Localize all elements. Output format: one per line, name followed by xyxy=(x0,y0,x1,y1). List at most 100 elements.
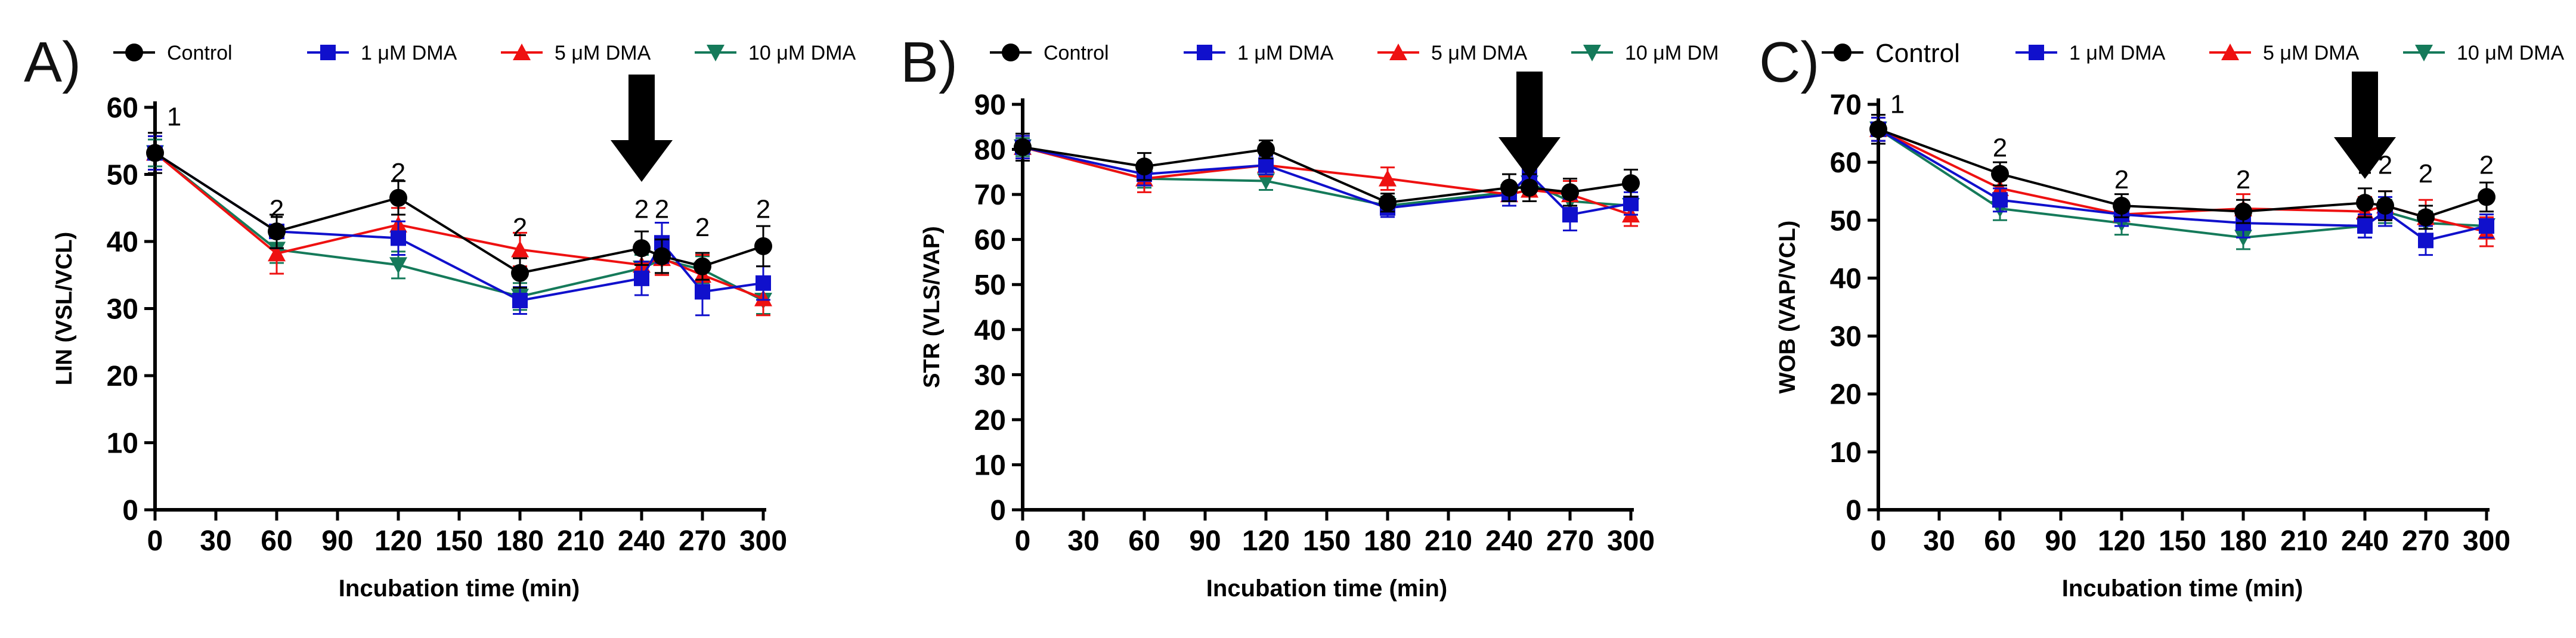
x-tick-label: 150 xyxy=(2159,525,2206,557)
data-point xyxy=(1379,169,1397,187)
significance-label: 2 xyxy=(2479,151,2494,180)
legend-item-10-um-dma: 10 μM DMA xyxy=(1571,42,1717,64)
series-5-um-dma xyxy=(1869,116,2496,247)
y-tick-label: 80 xyxy=(974,135,1006,166)
legend-marker xyxy=(1583,45,1601,61)
y-tick-label: 30 xyxy=(974,360,1006,391)
x-tick-label: 30 xyxy=(1067,525,1099,557)
y-tick-label: 20 xyxy=(107,361,138,392)
data-point xyxy=(268,244,286,262)
legend-label: 10 μM DMA xyxy=(2457,42,2564,64)
data-point xyxy=(2479,218,2494,234)
data-point xyxy=(1991,165,2009,183)
series-control xyxy=(1869,113,2496,230)
significance-label: 2 xyxy=(270,195,284,224)
significance-label: 1 xyxy=(1890,90,1905,119)
arrow-down-icon xyxy=(1498,72,1561,179)
x-tick-label: 60 xyxy=(261,525,292,557)
x-tick-label: 180 xyxy=(2219,525,2267,557)
data-point xyxy=(1869,120,1887,138)
y-tick-label: 40 xyxy=(107,227,138,258)
y-tick-label: 10 xyxy=(1830,437,1862,469)
x-tick-label: 0 xyxy=(1871,525,1887,557)
legend-label: 5 μM DMA xyxy=(555,42,651,64)
y-tick-label: 10 xyxy=(974,450,1006,481)
series-line xyxy=(1877,128,2487,242)
data-point xyxy=(693,257,711,275)
panel-c: C) 0 10 20 30 40 50 60 70 0 30 60 90 120 150 180 210 240… xyxy=(1717,0,2576,638)
series-control xyxy=(146,132,772,289)
data-point xyxy=(2356,194,2374,212)
data-point xyxy=(653,247,671,265)
series-line xyxy=(154,151,764,300)
legend: Control 1 μM DMA 5 μM DMA 10 μM DMA xyxy=(1822,39,2564,68)
x-tick-label: 60 xyxy=(1984,525,2015,557)
x-tick-label: 300 xyxy=(1607,525,1655,557)
x-tick-label: 60 xyxy=(1128,525,1160,557)
y-tick-label: 30 xyxy=(1830,321,1862,353)
series-line xyxy=(154,151,764,302)
x-tick-label: 120 xyxy=(1242,525,1290,557)
y-tick-label: 20 xyxy=(1830,379,1862,411)
y-axis-label: STR (VLS/VAP) xyxy=(919,226,945,388)
x-tick-label: 300 xyxy=(739,525,787,557)
y-tick-label: 70 xyxy=(974,179,1006,211)
significance-label: 2 xyxy=(695,213,710,242)
panel-label: C) xyxy=(1759,30,1820,94)
significance-label: 2 xyxy=(634,195,649,224)
data-point xyxy=(1135,157,1153,176)
y-tick-label: 50 xyxy=(107,160,138,191)
data-point xyxy=(512,293,528,308)
series-1-um-dma xyxy=(147,135,771,317)
data-point xyxy=(1258,157,1274,173)
x-tick-label: 180 xyxy=(496,525,544,557)
legend-label: 5 μM DMA xyxy=(2263,42,2360,64)
y-tick-label: 10 xyxy=(107,428,138,460)
legend-label: Control xyxy=(167,42,233,64)
data-point xyxy=(268,222,286,241)
data-point xyxy=(695,284,710,300)
legend-item-5-um-dma: 5 μM DMA xyxy=(501,42,651,64)
legend-marker xyxy=(2221,44,2239,60)
y-axis-label: WOB (VAP/VCL) xyxy=(1775,221,1800,394)
data-point xyxy=(391,230,406,246)
x-tick-label: 120 xyxy=(374,525,422,557)
significance-label: 2 xyxy=(513,213,527,242)
legend-marker xyxy=(707,45,724,61)
legend-label: 1 μM DMA xyxy=(361,42,457,64)
data-point xyxy=(1379,193,1397,212)
significance-label: 2 xyxy=(655,195,669,224)
series-10-um-dma xyxy=(1869,116,2496,250)
significance-label: 2 xyxy=(391,158,405,187)
legend-label: Control xyxy=(1875,39,1960,68)
data-point xyxy=(2234,202,2252,221)
x-tick-label: 210 xyxy=(1425,525,1472,557)
data-point xyxy=(2418,233,2433,249)
legend-label: 1 μM DMA xyxy=(2069,42,2166,64)
data-point xyxy=(1561,183,1579,202)
y-tick-label: 20 xyxy=(974,405,1006,436)
y-tick-label: 60 xyxy=(107,92,138,124)
series-line xyxy=(1878,128,2487,233)
data-point xyxy=(2357,218,2373,234)
x-tick-label: 300 xyxy=(2463,525,2510,557)
legend-item-control: Control xyxy=(1822,39,1960,68)
x-axis-label: Incubation time (min) xyxy=(339,575,580,602)
data-point xyxy=(389,257,407,274)
data-point xyxy=(633,239,651,258)
legend-label: 10 μM DMA xyxy=(748,42,856,64)
x-tick-label: 210 xyxy=(557,525,605,557)
legend-marker xyxy=(2415,45,2433,61)
legend-marker xyxy=(1834,44,1852,61)
significance-label: 1 xyxy=(167,102,181,131)
x-tick-label: 150 xyxy=(435,525,483,557)
x-tick-label: 30 xyxy=(1923,525,1955,557)
x-tick-label: 150 xyxy=(1303,525,1351,557)
x-tick-label: 240 xyxy=(618,525,665,557)
x-tick-label: 270 xyxy=(1546,525,1594,557)
legend-marker xyxy=(1197,45,1212,60)
data-point xyxy=(1622,174,1640,193)
data-point xyxy=(146,144,164,162)
legend: Control 1 μM DMA 5 μM DMA 10 μM DMA xyxy=(990,42,1717,64)
legend-marker xyxy=(2029,45,2044,60)
